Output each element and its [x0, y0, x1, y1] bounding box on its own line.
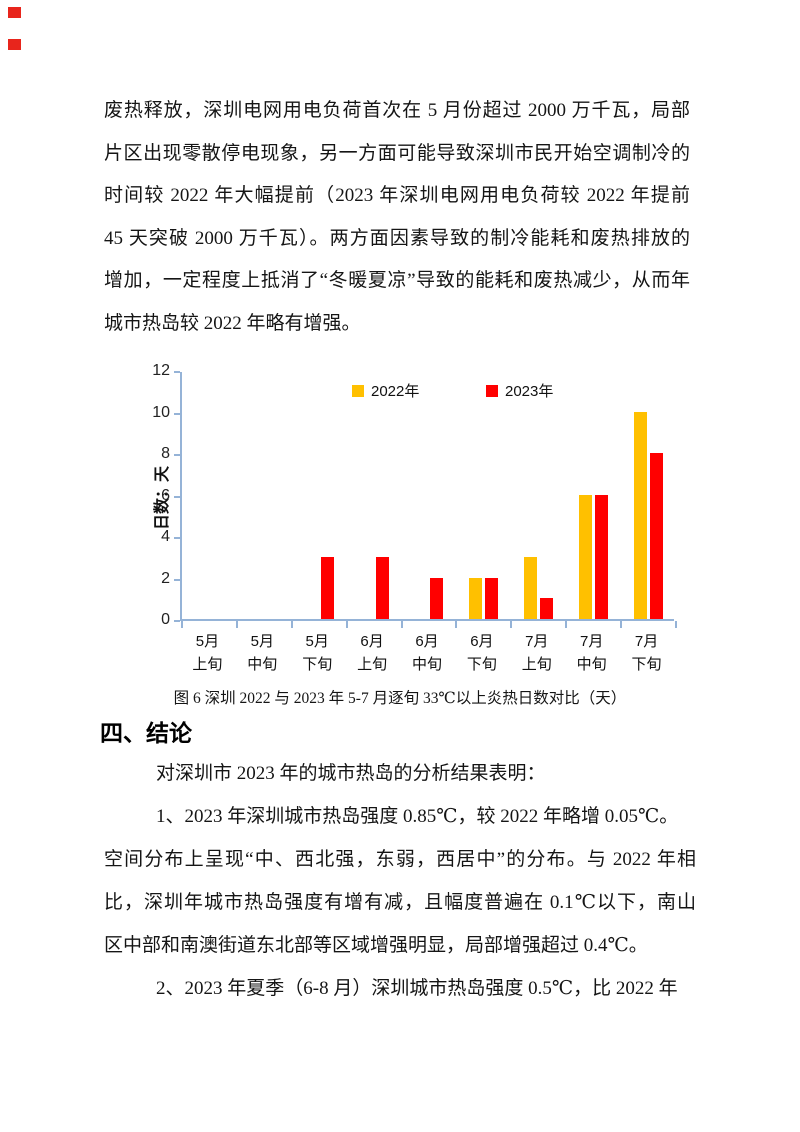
y-tick-mark	[174, 495, 180, 498]
text-line: 城市热岛较 2022 年略有增强。	[104, 312, 361, 334]
text-line: 2、2023 年夏季（6-8 月）深圳城市热岛强度 0.5℃，比 2022 年	[156, 978, 678, 999]
section-heading: 四、结论	[100, 720, 192, 746]
text-line: 增加，一定程度上抵消了“冬暖夏凉”导致的能耗和废热减少，从而年	[104, 270, 690, 291]
bar-2023年	[540, 598, 554, 619]
x-tick-mark	[510, 621, 513, 628]
x-axis-category-label: 7月 中旬	[576, 633, 607, 673]
y-tick-label: 12	[152, 362, 170, 379]
bar-2022年	[634, 411, 648, 619]
y-tick-label: 4	[161, 528, 170, 545]
x-axis-category-label: 5月 中旬	[247, 633, 278, 673]
y-tick-label: 10	[152, 403, 170, 421]
bar-2023年	[375, 556, 389, 619]
x-tick-mark	[345, 621, 348, 628]
body-paragraph-conclusion: 对深圳市 2023 年的城市热岛的分析结果表明： 1、2023 年深圳城市热岛强…	[104, 752, 696, 1010]
y-tick-mark	[174, 620, 180, 622]
text-line: 对深圳市 2023 年的城市热岛的分析结果表明：	[156, 763, 546, 784]
text-line: 时间较 2022 年大幅提前（2023 年深圳电网用电负荷较 2022 年提前	[104, 185, 690, 206]
y-tick-label: 0	[161, 611, 170, 628]
bar-2022年	[524, 556, 538, 619]
x-axis-category-label: 7月 下旬	[631, 633, 662, 673]
x-axis-category-label: 7月 上旬	[521, 633, 552, 673]
legend-swatch-2022	[352, 384, 364, 397]
x-axis-category-label: 5月 上旬	[192, 633, 223, 673]
x-tick-mark	[455, 621, 458, 628]
text-line: 比，深圳年城市热岛强度有增有减，且幅度普遍在 0.1℃以下，南山	[104, 892, 696, 913]
text-line: 区中部和南澳街道东北部等区域增强明显，局部增强超过 0.4℃。	[104, 935, 648, 956]
x-axis-category-label: 6月 中旬	[411, 633, 442, 673]
legend-swatch-2023	[486, 384, 498, 397]
bar-2023年	[430, 577, 444, 619]
y-tick-label: 8	[161, 445, 170, 462]
y-tick-mark	[174, 454, 180, 456]
chart-legend: 2022年 2023年	[182, 380, 674, 400]
red-annotation-mark	[8, 39, 21, 50]
red-annotation-mark	[8, 7, 21, 18]
bar-group	[292, 556, 347, 619]
x-tick-mark	[181, 621, 183, 628]
y-tick-label: 6	[161, 486, 170, 504]
bar-group	[402, 577, 457, 619]
y-tick-mark	[174, 371, 180, 373]
text-line: 45 天突破 2000 万千瓦）。两方面因素导致的制冷能耗和废热排放的	[104, 227, 690, 249]
body-paragraph-energy: 废热释放，深圳电网用电负荷首次在 5 月份超过 2000 万千瓦，局部 片区出现…	[104, 90, 690, 345]
x-tick-mark	[290, 621, 293, 628]
x-tick-mark	[400, 621, 403, 628]
bar-group	[456, 577, 511, 619]
legend-label: 2023年	[505, 383, 554, 400]
y-tick-mark	[174, 537, 180, 539]
x-tick-mark	[620, 621, 623, 628]
bar-2023年	[485, 577, 499, 619]
x-axis-category-label: 5月 下旬	[302, 633, 333, 673]
bar-group	[621, 411, 676, 619]
legend-item-2022: 2022年	[352, 380, 419, 401]
y-tick-mark	[174, 412, 180, 415]
bar-group	[347, 556, 402, 619]
y-tick-label: 2	[161, 569, 170, 587]
bar-2023年	[595, 494, 609, 619]
bar-2023年	[320, 556, 334, 619]
bar-2022年	[579, 494, 593, 619]
legend-label: 2022年	[371, 383, 420, 400]
x-axis-category-label: 6月 上旬	[357, 633, 388, 673]
plot-area: 2022年 2023年 0 2 4 6 8 10 12	[152, 362, 677, 628]
text-line: 废热释放，深圳电网用电负荷首次在 5 月份超过 2000 万千瓦，局部	[104, 100, 690, 121]
bar-2023年	[650, 453, 664, 619]
figure-caption: 图 6 深圳 2022 与 2023 年 5-7 月逐旬 33℃以上炎热日数对比…	[173, 690, 627, 707]
bar-group	[511, 556, 566, 619]
x-tick-mark	[565, 621, 568, 628]
text-line: 空间分布上呈现“中、西北强，东弱，西居中”的分布。与 2022 年相	[104, 849, 696, 870]
x-axis-labels: 5月 上旬 5月 中旬 5月 下旬 6月 上旬 6月 中旬 6月 下旬 7月 上旬 7月 中旬 7月 下旬	[180, 630, 674, 678]
x-axis-category-label: 6月 下旬	[466, 633, 497, 673]
text-line: 片区出现零散停电现象，另一方面可能导致深圳市民开始空调制冷的	[104, 142, 690, 164]
text-line: 1、2023 年深圳城市热岛强度 0.85℃，较 2022 年略增 0.05℃。	[156, 806, 679, 827]
bar-2022年	[469, 577, 483, 619]
x-tick-mark	[675, 621, 677, 628]
legend-item-2023: 2023年	[486, 380, 553, 401]
x-tick-mark	[235, 621, 238, 628]
bar-group	[566, 494, 621, 619]
y-tick-mark	[174, 578, 180, 581]
